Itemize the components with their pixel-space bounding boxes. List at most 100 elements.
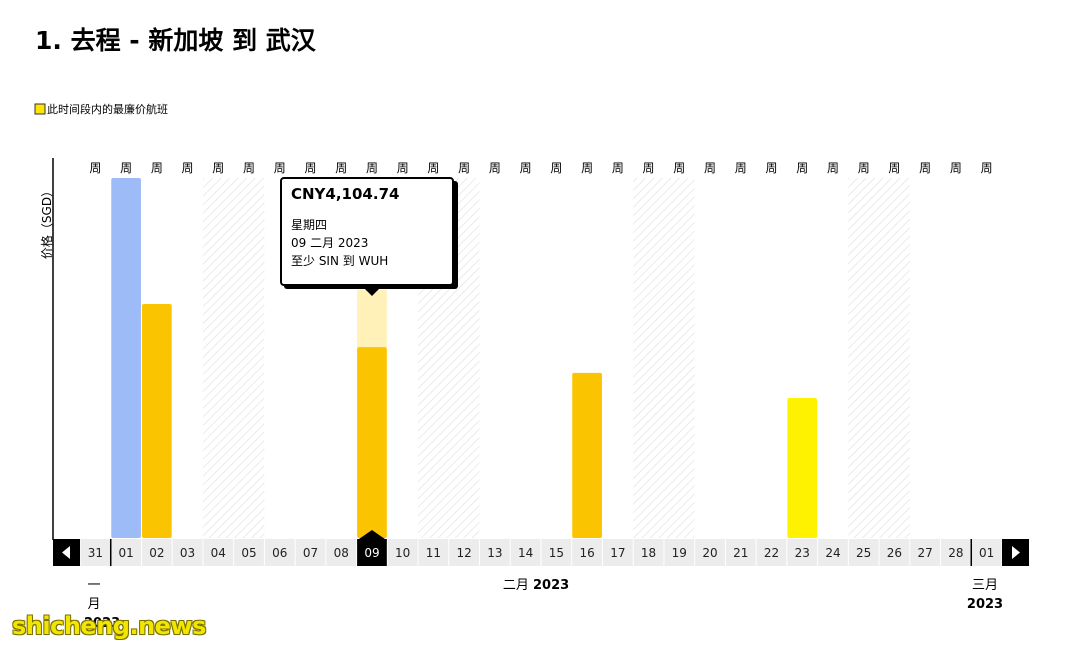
weekday-label: 周: [950, 161, 962, 175]
date-cell: [141, 539, 172, 566]
x-tick-label: 28: [948, 546, 963, 560]
bar: [572, 372, 602, 538]
date-cell: [971, 539, 1002, 566]
weekday-label: 周: [89, 161, 101, 175]
x-tick-label: 10: [395, 546, 410, 560]
x-tick-label: 13: [487, 546, 502, 560]
selected-pointer: [358, 530, 385, 539]
date-cell: [541, 539, 572, 566]
weekday-label: 周: [304, 161, 316, 175]
weekday-label: 周: [888, 161, 900, 175]
tooltip-date: 09 二月 2023: [291, 236, 368, 250]
month-name: 二月: [502, 578, 529, 593]
date-cell: [418, 539, 449, 566]
weekday-label: 周: [858, 161, 870, 175]
weekend-shade: [233, 178, 265, 538]
prev-arrow: [62, 546, 70, 559]
date-cell: [848, 539, 879, 566]
weekday-label: 周: [243, 161, 255, 175]
weekday-label: 周: [673, 161, 685, 175]
x-tick-label: 22: [764, 546, 779, 560]
hover-highlight: [357, 290, 387, 348]
x-tick-label: 14: [518, 546, 533, 560]
weekday-label: 周: [427, 161, 439, 175]
date-cell: [879, 539, 910, 566]
weekday-label: 周: [182, 161, 194, 175]
weekday-label: 周: [274, 161, 286, 175]
month-name: 三月: [971, 578, 998, 593]
legend-label: 此时间段内的最廉价航班: [47, 102, 168, 116]
date-cell: [80, 539, 111, 566]
x-tick-label: 21: [733, 546, 748, 560]
tooltip-pointer: [363, 288, 380, 296]
bar: [357, 347, 387, 538]
x-tick-label: 03: [180, 546, 195, 560]
x-tick-label: 27: [918, 546, 933, 560]
watermark: shicheng.news: [12, 612, 206, 640]
next-arrow: [1012, 546, 1020, 559]
date-cell: [725, 539, 756, 566]
month-name: 一月: [87, 578, 101, 612]
weekday-label: 周: [335, 161, 347, 175]
bar: [141, 304, 172, 538]
weekend-shade: [879, 178, 910, 538]
date-cell: [295, 539, 326, 566]
x-tick-label: 23: [795, 546, 810, 560]
bar: [111, 178, 141, 538]
date-cell: [357, 539, 387, 566]
weekday-label: 周: [796, 161, 808, 175]
date-cell: [203, 539, 234, 566]
weekday-label: 周: [735, 161, 747, 175]
x-tick-label: 16: [579, 546, 594, 560]
weekend-shade: [202, 178, 234, 538]
x-tick-label: 04: [211, 546, 226, 560]
weekday-label: 周: [397, 161, 409, 175]
weekday-label: 周: [550, 161, 562, 175]
x-tick-label: 01: [118, 546, 133, 560]
tooltip-route: 至少 SIN 到 WUH: [291, 254, 388, 268]
date-cell: [910, 539, 941, 566]
weekend-shade: [663, 178, 695, 538]
weekday-label: 周: [581, 161, 593, 175]
x-tick-label: 26: [887, 546, 902, 560]
tooltip-weekday: 星期四: [291, 218, 327, 232]
month-year: 2023: [532, 578, 570, 593]
date-cell: [941, 539, 971, 566]
weekday-label: 周: [981, 161, 993, 175]
weekday-label: 周: [612, 161, 624, 175]
weekday-label: 周: [458, 161, 470, 175]
x-tick-label: 11: [426, 546, 441, 560]
x-tick-label: 01: [979, 546, 994, 560]
month-label: 三月 2023: [962, 576, 1008, 614]
date-cell: [633, 539, 664, 566]
weekday-label: 周: [919, 161, 931, 175]
x-tick-label: 09: [364, 546, 379, 560]
date-cell: [818, 539, 848, 566]
x-tick-label: 17: [610, 546, 625, 560]
x-tick-label: 31: [88, 546, 103, 560]
weekend-shade: [848, 178, 880, 538]
x-tick-label: 12: [457, 546, 472, 560]
month-year: 2023: [966, 597, 1004, 612]
weekday-label: 周: [489, 161, 501, 175]
weekday-label: 周: [704, 161, 716, 175]
date-cell: [480, 539, 510, 566]
date-cell: [234, 539, 264, 566]
month-year: 2023: [84, 616, 121, 631]
date-cell: [787, 539, 818, 566]
weekday-label: 周: [151, 161, 163, 175]
date-cell: [602, 539, 633, 566]
x-tick-label: 15: [549, 546, 564, 560]
x-tick-label: 24: [825, 546, 840, 560]
y-axis-label: 价格（SGD）: [39, 185, 54, 259]
weekday-label: 周: [827, 161, 839, 175]
weekday-label: 周: [765, 161, 777, 175]
date-cell: [510, 539, 541, 566]
x-tick-label: 19: [672, 546, 687, 560]
weekday-label: 周: [366, 161, 378, 175]
x-tick-label: 18: [641, 546, 656, 560]
x-tick-label: 06: [272, 546, 287, 560]
x-tick-label: 08: [334, 546, 349, 560]
